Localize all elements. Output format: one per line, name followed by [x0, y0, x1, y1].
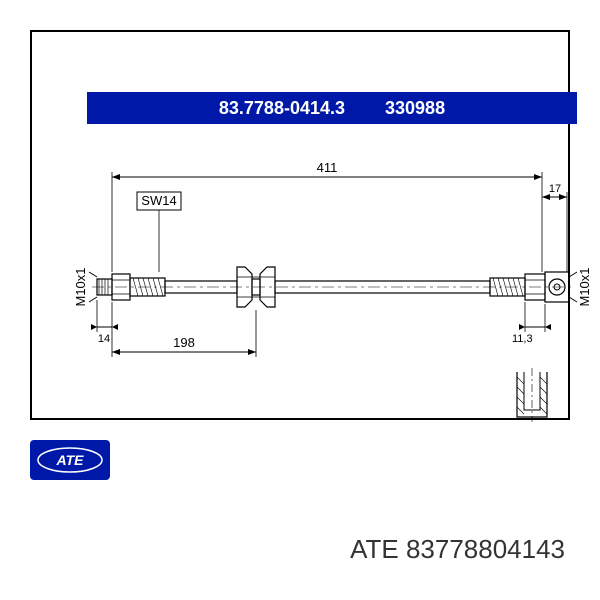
thread-right-label: M10x1: [577, 267, 592, 306]
secondary-number: 330988: [385, 98, 445, 119]
dim-left-tip: 14: [98, 333, 110, 345]
technical-diagram: M10x1 M10x1 411 SW14 17: [67, 132, 597, 442]
drawing-frame: 83.7788-0414.3 330988 M10x1 M10x1 411 SW…: [30, 30, 570, 420]
footer-label: ATE 83778804143: [350, 534, 565, 565]
thread-left-label: M10x1: [73, 267, 88, 306]
dim-overall: 411: [317, 160, 338, 175]
footer-part-code: 83778804143: [406, 534, 565, 564]
header-bar: 83.7788-0414.3 330988: [87, 92, 577, 124]
detail-view: [517, 368, 547, 422]
wrench-size: SW14: [141, 193, 176, 208]
ate-logo-icon: ATE: [35, 445, 105, 475]
dim-left-segment: 198: [173, 335, 195, 350]
dim-right-outer: 17: [549, 183, 561, 195]
footer-brand: ATE: [350, 534, 399, 564]
svg-text:ATE: ATE: [56, 452, 85, 468]
part-number: 83.7788-0414.3: [219, 98, 345, 119]
dim-right-inner: 11,3: [512, 333, 533, 345]
brand-logo: ATE: [30, 440, 110, 480]
